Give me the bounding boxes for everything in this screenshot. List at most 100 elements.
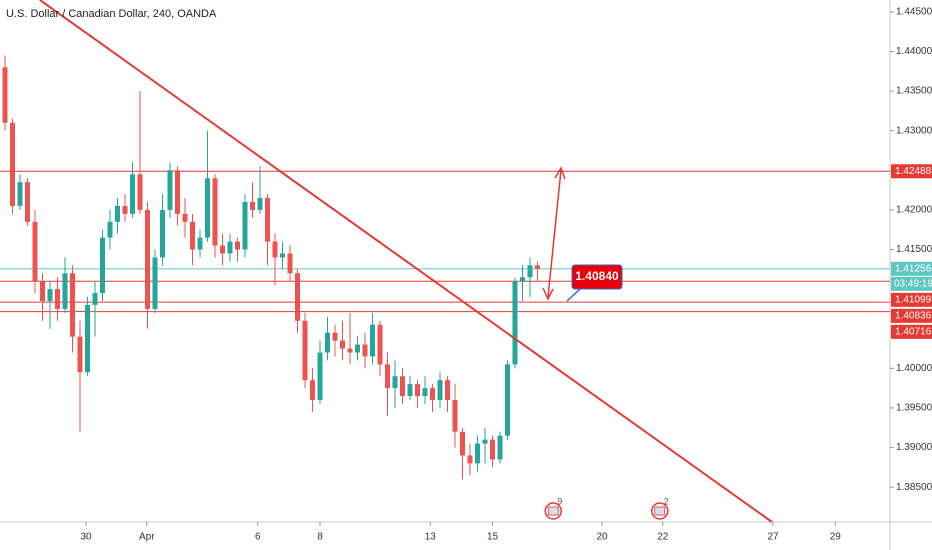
candle-body xyxy=(32,221,38,282)
candle-body xyxy=(77,336,83,373)
candle-body xyxy=(235,241,241,250)
x-tick-label: 8 xyxy=(317,532,323,543)
callout-pointer xyxy=(566,288,581,302)
y-tick-label: 1.44000 xyxy=(896,46,932,57)
candle-body xyxy=(2,67,8,123)
x-tick-label: 30 xyxy=(80,532,92,543)
price-tag-label: 1.41099 xyxy=(895,294,932,305)
y-tick-label: 1.43000 xyxy=(896,125,932,136)
price-tag xyxy=(891,308,932,323)
candle-body xyxy=(437,380,443,401)
candle-body xyxy=(302,320,308,381)
price-tag-label: 1.40716 xyxy=(895,326,932,337)
candle-body xyxy=(332,332,338,341)
candle-body xyxy=(17,182,23,206)
candle-body xyxy=(385,364,391,389)
callout-text: 1.40840 xyxy=(575,269,619,283)
candle-body xyxy=(295,273,301,321)
candle-body xyxy=(347,348,353,353)
candle-body xyxy=(220,245,226,254)
x-tick-label: Apr xyxy=(139,532,155,543)
candle-body xyxy=(317,352,323,401)
event-flag xyxy=(547,506,559,516)
candle-body xyxy=(160,209,166,258)
x-tick-label: 13 xyxy=(425,532,437,543)
y-tick-label: 1.39500 xyxy=(896,403,932,414)
candle-body xyxy=(362,344,368,357)
candle-body xyxy=(520,277,526,282)
candle-body xyxy=(422,388,428,397)
y-tick-label: 1.44500 xyxy=(896,7,932,18)
x-tick-label: 6 xyxy=(255,532,261,543)
candle-body xyxy=(227,241,233,254)
candle-body xyxy=(175,170,181,214)
candle-body xyxy=(377,324,383,365)
candle-body xyxy=(55,289,61,309)
candle-body xyxy=(62,273,68,309)
candle-body xyxy=(130,174,136,214)
candle-body xyxy=(310,380,316,401)
callout-box xyxy=(571,264,623,290)
candle-body xyxy=(392,376,398,389)
price-tag xyxy=(891,324,932,339)
measure-arrow xyxy=(547,169,562,298)
candle-body xyxy=(122,205,128,214)
candle-body xyxy=(107,221,113,238)
candle-body xyxy=(430,388,436,401)
candle-body xyxy=(287,253,293,274)
candle-body xyxy=(415,384,421,397)
candle-body xyxy=(167,170,173,210)
x-tick-label: 20 xyxy=(596,532,608,543)
candle-body xyxy=(460,431,466,456)
candle-body xyxy=(325,332,331,353)
countdown-tag xyxy=(891,276,932,291)
candle-body xyxy=(92,293,98,305)
trend-line xyxy=(39,0,773,523)
candle-body xyxy=(205,178,211,238)
candle-body xyxy=(152,257,158,309)
arrow-head xyxy=(542,287,554,301)
candle-body xyxy=(527,265,533,278)
candle-body xyxy=(212,178,218,246)
candle-body xyxy=(490,439,496,460)
candle-body xyxy=(197,237,203,250)
candle-body xyxy=(145,209,151,309)
price-tag xyxy=(891,292,932,307)
candle-body xyxy=(242,201,248,250)
y-tick-label: 1.43500 xyxy=(896,86,932,97)
candle-body xyxy=(535,265,541,269)
candle-body xyxy=(340,340,346,349)
candle-body xyxy=(452,400,458,432)
candle-body xyxy=(445,380,451,401)
candle-body xyxy=(355,344,361,353)
arrow-head xyxy=(554,166,566,180)
y-tick-label: 1.38500 xyxy=(896,482,932,493)
x-tick-label: 27 xyxy=(767,532,779,543)
event-count: 2 xyxy=(664,496,669,506)
candle-body xyxy=(497,435,503,460)
y-tick-label: 1.41500 xyxy=(896,244,932,255)
candle-body xyxy=(370,324,376,357)
candle-body xyxy=(190,221,196,250)
countdown-label: 03:49:19 xyxy=(894,278,932,289)
price-tag-label: 1.42488 xyxy=(895,166,932,177)
candle-body xyxy=(400,376,406,397)
x-tick-label: 22 xyxy=(657,532,669,543)
candle-body xyxy=(467,455,473,464)
candles xyxy=(2,55,541,480)
candle-body xyxy=(70,273,76,337)
candle-body xyxy=(257,198,263,210)
candle-body xyxy=(85,304,91,373)
candle-body xyxy=(40,281,46,302)
candle-body xyxy=(280,253,286,258)
candle-body xyxy=(182,213,188,222)
candle-body xyxy=(47,289,53,302)
event-count: 9 xyxy=(557,496,562,506)
candle-body xyxy=(137,174,143,210)
price-tag-label: 1.41256 xyxy=(895,263,932,274)
candle-body xyxy=(265,198,271,242)
candle-body xyxy=(272,241,278,258)
